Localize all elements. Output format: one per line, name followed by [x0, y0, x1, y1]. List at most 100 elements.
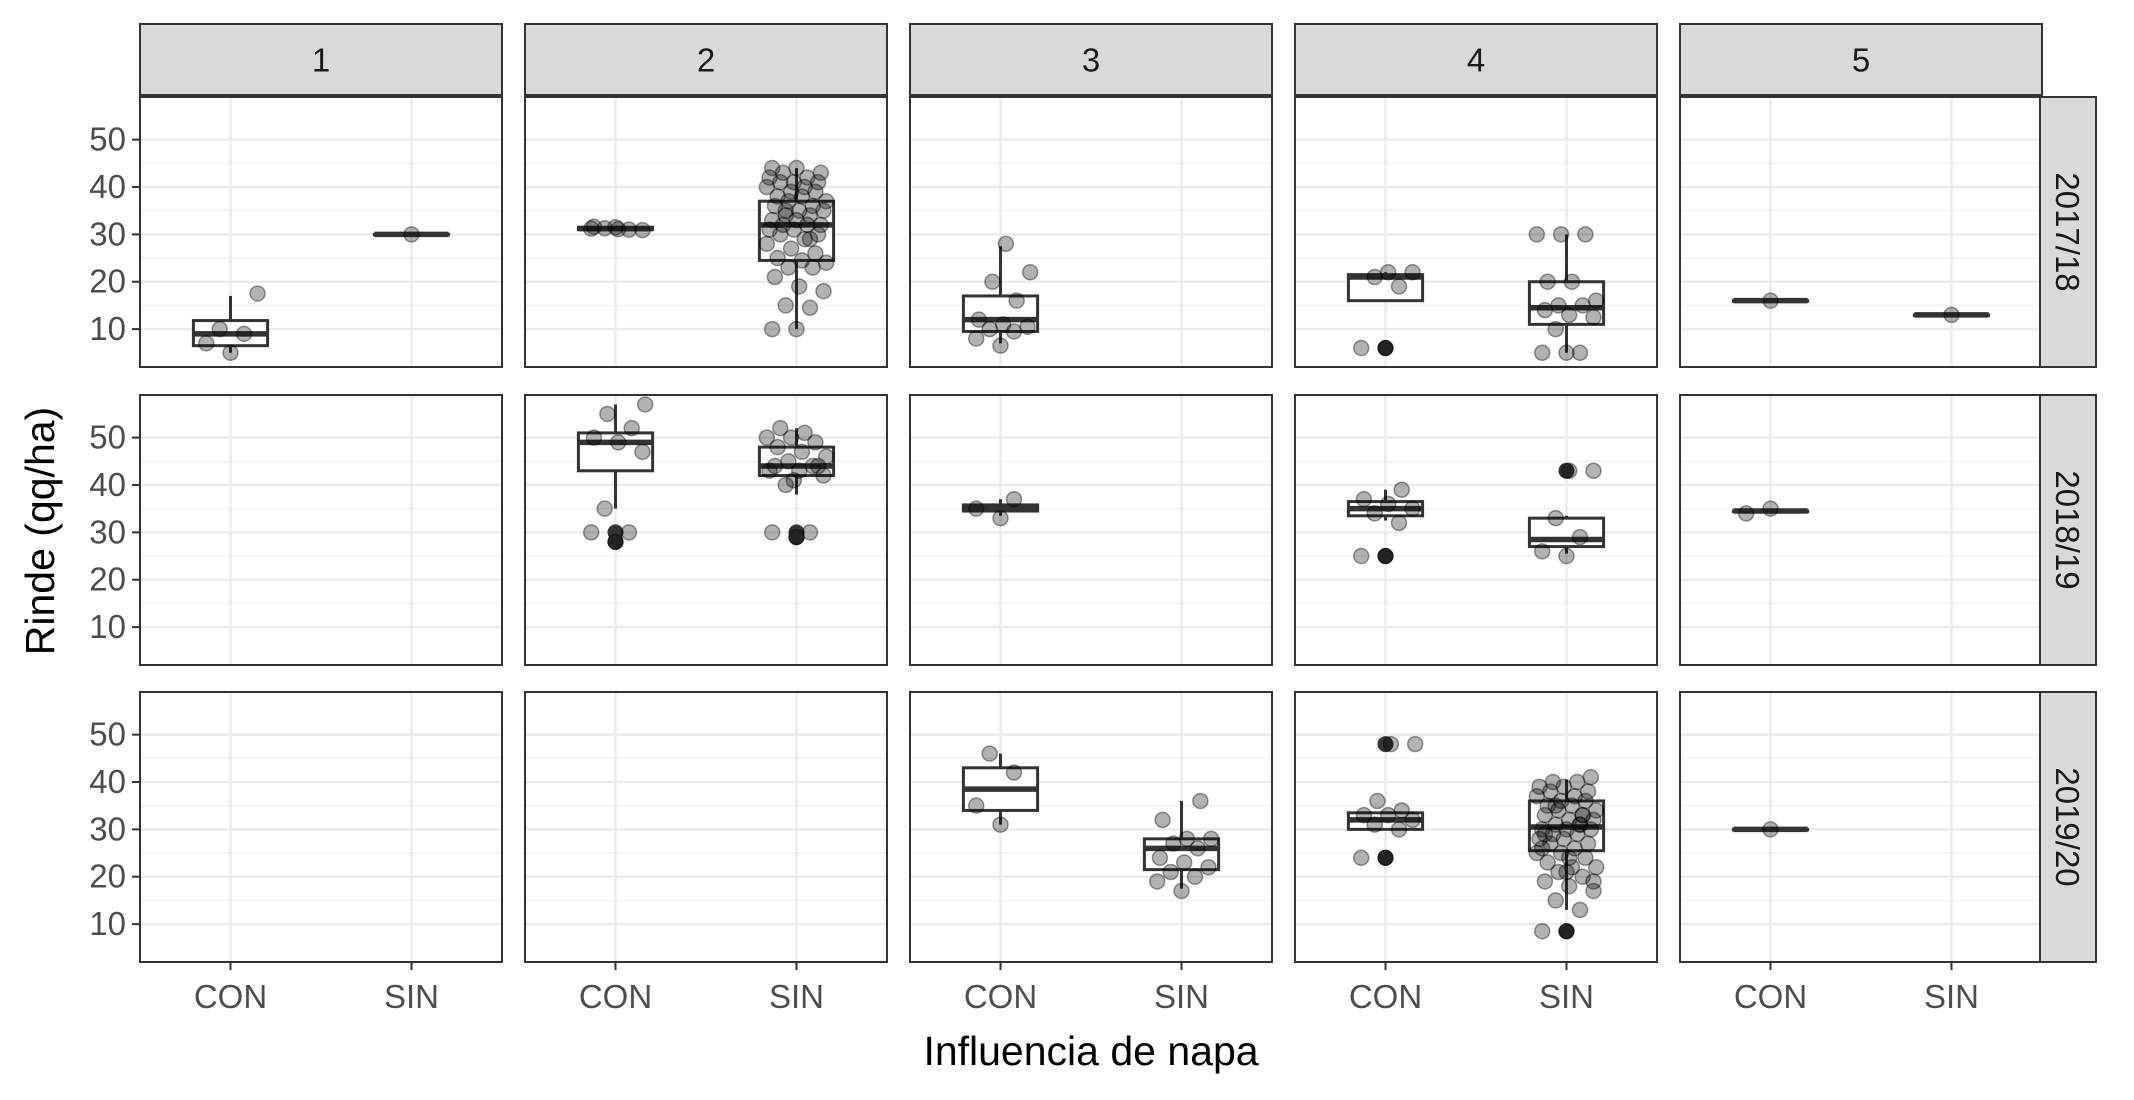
box-sin: [372, 226, 451, 243]
strip-layer: 2017/18 2018/19 2019/20 1 2 3 4 5: [139, 23, 2097, 963]
data-point: [817, 254, 835, 272]
panel-border: [1294, 96, 1658, 368]
data-point: [796, 178, 813, 196]
data-point: [782, 183, 800, 200]
data-point: [1585, 462, 1602, 480]
y-tick-label: 20: [89, 561, 126, 598]
data-point: [994, 316, 1012, 333]
panel-r1-c2: [909, 394, 1273, 666]
data-point: [801, 299, 819, 317]
data-point: [1566, 787, 1583, 805]
data-point: [1571, 816, 1589, 833]
row-strip: [2039, 394, 2097, 666]
data-point: [582, 524, 600, 541]
panel-r0-c1: [524, 96, 888, 368]
data-point: [1533, 922, 1551, 940]
data-point: [1377, 339, 1394, 357]
y-tick-label: 50: [89, 121, 126, 158]
data-point: [1563, 797, 1581, 814]
data-point: [1560, 849, 1578, 867]
panel-r1-c1: [524, 394, 888, 666]
box-con: [961, 235, 1040, 354]
data-point: [1536, 873, 1554, 890]
data-point: [763, 320, 781, 338]
data-point: [1379, 495, 1397, 513]
x-axis-title: Influencia de napa: [923, 1028, 1258, 1074]
column-strip-label: 1: [312, 42, 330, 79]
data-point: [1571, 528, 1589, 546]
data-point: [1352, 339, 1370, 357]
box-con: [1346, 481, 1425, 565]
data-point: [761, 462, 778, 480]
data-point: [1366, 505, 1383, 522]
data-point: [1528, 844, 1546, 862]
data-point: [1577, 849, 1594, 867]
data-point: [1579, 835, 1597, 852]
data-point: [1369, 792, 1386, 810]
outlier-point: [1377, 736, 1394, 753]
data-point: [1563, 273, 1581, 290]
data-point: [1574, 806, 1591, 824]
box-con: [576, 218, 655, 239]
data-point: [1560, 462, 1578, 480]
y-tick-label: 30: [89, 215, 126, 252]
data-point: [1563, 859, 1581, 876]
data-point: [970, 311, 988, 328]
data-point: [1005, 323, 1023, 340]
data-point: [1547, 509, 1564, 527]
data-point: [1585, 882, 1602, 900]
box-con: [961, 490, 1040, 527]
data-point: [599, 405, 616, 423]
data-point: [788, 528, 805, 546]
y-tick-label: 40: [89, 168, 126, 205]
data-point: [197, 335, 215, 352]
y-tick-label: 40: [89, 763, 126, 800]
data-point: [769, 188, 786, 205]
data-point: [967, 500, 985, 517]
data-point: [1202, 830, 1220, 848]
data-point: [1558, 863, 1575, 881]
data-point: [1379, 264, 1397, 281]
outlier-point: [1558, 923, 1575, 940]
panel-layer: [139, 96, 2043, 963]
data-point: [763, 524, 781, 541]
data-point: [1406, 735, 1424, 753]
data-point: [1393, 481, 1410, 498]
data-point: [1550, 863, 1567, 881]
data-point: [788, 211, 805, 229]
outlier-point: [1558, 462, 1575, 479]
data-point: [793, 252, 811, 269]
data-point: [609, 434, 627, 451]
data-point: [793, 443, 811, 461]
panel-r2-c4: [1679, 691, 2043, 963]
data-point: [1355, 806, 1373, 824]
data-point: [758, 429, 776, 446]
data-point: [585, 218, 603, 236]
data-point: [1587, 292, 1605, 309]
data-point: [1162, 863, 1179, 881]
data-point: [809, 226, 827, 243]
data-point: [766, 197, 784, 215]
y-tick-label: 30: [89, 810, 126, 847]
data-point: [1404, 811, 1421, 829]
data-point: [758, 178, 776, 196]
data-point: [222, 344, 239, 362]
data-point: [772, 419, 789, 437]
box-body: [757, 199, 836, 262]
data-point: [777, 202, 794, 219]
box-sin: [1912, 306, 1991, 324]
data-point: [817, 448, 835, 465]
data-point: [1582, 821, 1600, 838]
data-point: [1533, 821, 1551, 838]
data-point: [1577, 226, 1594, 243]
data-point: [1377, 547, 1394, 565]
data-point: [1533, 840, 1551, 857]
data-point: [1547, 320, 1564, 338]
data-point: [1762, 292, 1779, 309]
panel-border: [909, 394, 1273, 666]
panel-border: [909, 691, 1273, 963]
x-tick-label: SIN: [1924, 978, 1979, 1015]
data-point: [785, 174, 803, 191]
data-point: [777, 297, 794, 314]
data-point: [1536, 301, 1554, 319]
